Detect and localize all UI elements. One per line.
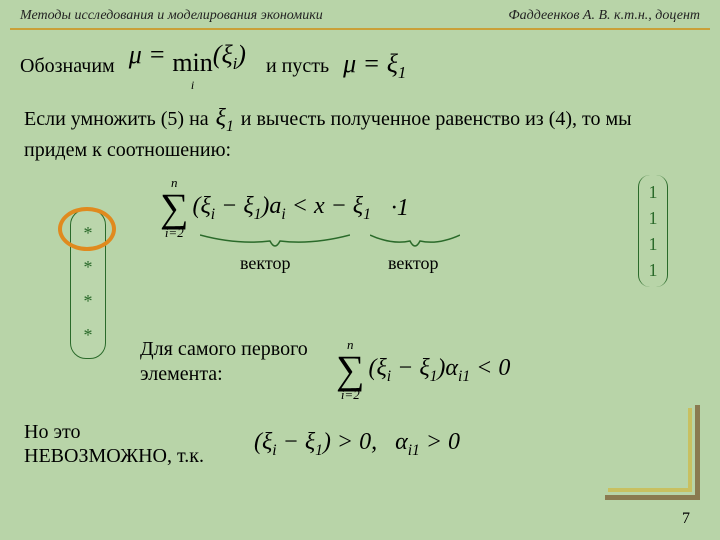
first-element-formula: n ∑ i=2 (ξi − ξ1)αi1 < 0 (336, 337, 510, 403)
header-left: Методы исследования и моделирования экон… (20, 8, 323, 24)
designate-label: Обозначим (20, 55, 115, 78)
sigma-symbol-2: n ∑ i=2 (336, 337, 365, 403)
ones-column-vector: 1 1 1 1 (638, 175, 668, 287)
line-designate: Обозначим μ = min i (ξi) и пусть μ = ξ1 (0, 38, 720, 99)
central-block: * * * * n ∑ i=2 (ξi − ξ1)ai < x − ξ1 ·1 … (0, 169, 720, 289)
sum-body: (ξi − ξ1)ai < x − ξ1 (193, 193, 371, 224)
first-element-line: Для самого первого элемента: n ∑ i=2 (ξi… (0, 337, 720, 403)
para-relation: Если умножить (5) на ξ1 и вычесть получе… (0, 99, 720, 165)
sum-inequality: n ∑ i=2 (ξi − ξ1)ai < x − ξ1 ·1 (160, 175, 409, 241)
mu-xi1-formula: μ = ξ1 (343, 49, 406, 83)
header-right: Фаддеенков А. В. к.т.н., доцент (508, 8, 700, 24)
brace-left (200, 233, 350, 253)
mu-min-formula: μ = min i (ξi) (129, 40, 246, 93)
impossible-formula: (ξi − ξ1) > 0, αi1 > 0 (254, 429, 460, 460)
first-element-text: Для самого первого элемента: (140, 337, 330, 387)
xi1-inline: ξ1 (214, 105, 236, 131)
decor-corner-dark (605, 405, 700, 500)
impossible-line: Но это НЕВОЗМОЖНО, т.к. (ξi − ξ1) > 0, α… (24, 420, 460, 468)
highlight-ring (58, 207, 116, 251)
page-number: 7 (682, 510, 690, 528)
sigma-symbol: n ∑ i=2 (160, 175, 189, 241)
dot-one: ·1 (391, 195, 409, 222)
vector-label-right: вектор (388, 253, 439, 274)
header-rule (10, 28, 710, 30)
brace-right (370, 233, 460, 253)
vector-label-left: вектор (240, 253, 291, 274)
and-let-label: и пусть (266, 55, 329, 78)
slide-header: Методы исследования и моделирования экон… (0, 0, 720, 28)
impossible-text: Но это НЕВОЗМОЖНО, т.к. (24, 420, 244, 468)
para-a: Если умножить (5) на (24, 108, 214, 130)
